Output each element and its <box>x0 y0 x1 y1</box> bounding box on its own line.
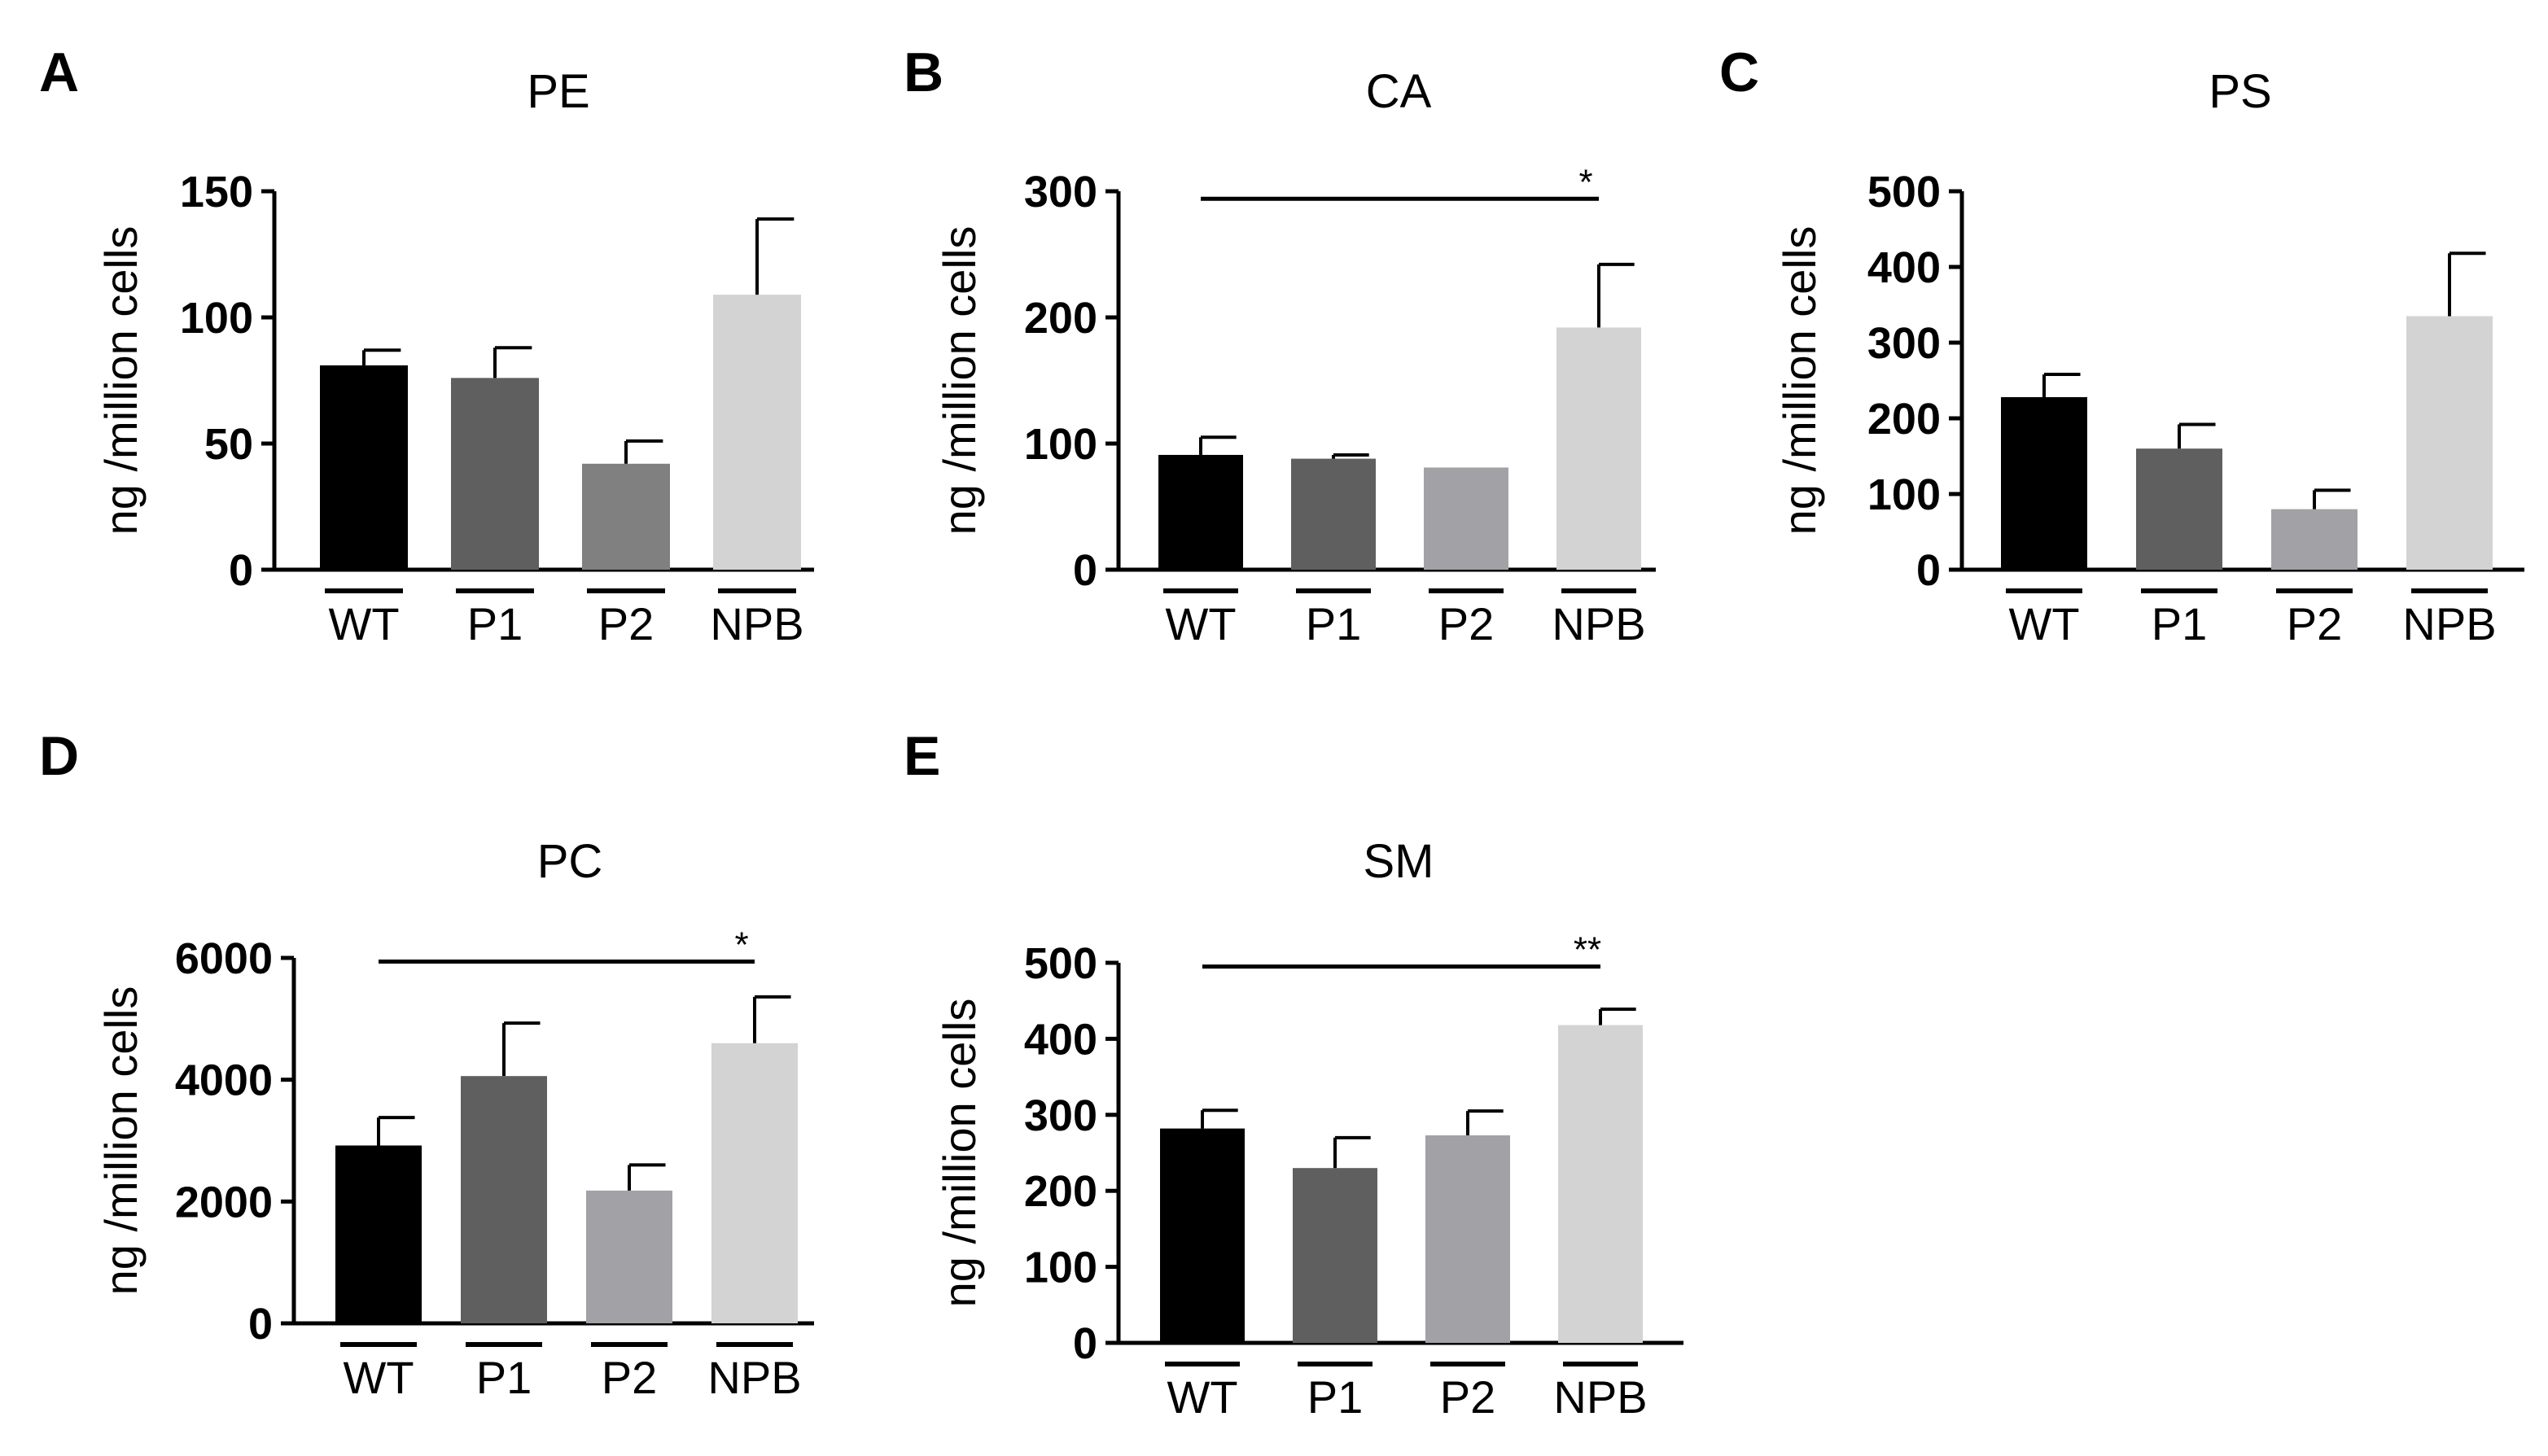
chart-panel-c: C PS ng /million cells 0 100 200 300 400 500 WT P1… <box>1719 42 2524 649</box>
x-tick-label: P1 <box>2152 598 2208 649</box>
chart-panel-e: E SM ng /million cells 0 100 200 300 400 500 WT P1… <box>904 725 1683 1423</box>
y-tick-label: 0 <box>229 546 253 595</box>
y-tick-label: 0 <box>1916 546 1941 595</box>
y-tick-label: 500 <box>1024 939 1097 988</box>
significance-label: * <box>1578 162 1592 202</box>
bar <box>1424 467 1508 570</box>
y-tick-label: 400 <box>1867 243 1941 292</box>
x-tick-label: NPB <box>1553 1371 1647 1423</box>
y-tick-label: 300 <box>1024 168 1097 216</box>
panel-letter: B <box>904 42 943 103</box>
y-axis-label: ng /million cells <box>1774 226 1825 536</box>
panel-letter: C <box>1719 42 1759 103</box>
bar <box>711 1043 798 1323</box>
chart-title: SM <box>1364 835 1434 888</box>
y-axis-label: ng /million cells <box>934 999 985 1308</box>
bar <box>1160 1128 1245 1343</box>
x-tick-label: P1 <box>476 1352 532 1403</box>
x-tick-label: P1 <box>1307 1371 1364 1423</box>
y-tick-label: 50 <box>204 420 253 469</box>
chart-title: CA <box>1366 65 1432 118</box>
y-tick-label: 100 <box>180 294 253 343</box>
y-tick-label: 200 <box>1024 294 1097 343</box>
panel-letter: D <box>39 725 79 787</box>
y-tick-label: 0 <box>1073 1319 1097 1368</box>
y-tick-label: 100 <box>1024 420 1097 469</box>
bar <box>1158 454 1243 570</box>
x-tick-label: NPB <box>710 598 803 649</box>
chart-title: PC <box>537 835 603 888</box>
y-tick-label: 2000 <box>175 1178 273 1226</box>
significance-label: ** <box>1574 930 1601 970</box>
bar <box>451 378 539 570</box>
bar <box>1556 327 1641 570</box>
x-tick-label: WT <box>1165 598 1236 649</box>
panel-letter: A <box>39 42 79 103</box>
bar <box>2271 509 2358 570</box>
y-tick-label: 4000 <box>175 1056 273 1105</box>
y-axis-label: ng /million cells <box>95 986 147 1296</box>
y-tick-label: 100 <box>1867 470 1941 519</box>
x-tick-label: NPB <box>707 1352 801 1403</box>
chart-panel-d: D PC ng /million cells 0 2000 4000 6000 WT P1 P2 N… <box>39 725 814 1403</box>
x-tick-label: P1 <box>1306 598 1362 649</box>
x-tick-label: WT <box>1167 1371 1237 1423</box>
x-tick-label: NPB <box>1552 598 1645 649</box>
bar <box>461 1076 547 1323</box>
y-tick-label: 300 <box>1867 319 1941 368</box>
y-tick-label: 0 <box>248 1300 273 1349</box>
y-tick-label: 100 <box>1024 1244 1097 1292</box>
bar <box>2406 316 2493 570</box>
y-tick-label: 500 <box>1867 168 1941 216</box>
y-tick-label: 200 <box>1024 1167 1097 1216</box>
chart-panel-a: A PE ng /million cells 0 50 100 150 WT P1 P2 NPB <box>39 42 814 649</box>
x-tick-label: P2 <box>1438 598 1495 649</box>
x-tick-label: P2 <box>1440 1371 1496 1423</box>
y-tick-label: 300 <box>1024 1091 1097 1140</box>
y-axis-label: ng /million cells <box>95 226 147 536</box>
bar <box>320 365 408 570</box>
y-tick-label: 0 <box>1073 546 1097 595</box>
bar <box>582 463 670 570</box>
y-tick-label: 150 <box>180 168 253 216</box>
significance-label: * <box>734 925 748 964</box>
bar <box>586 1190 672 1323</box>
bar <box>1293 1168 1377 1343</box>
chart-title: PE <box>527 65 589 118</box>
x-tick-label: P2 <box>602 1352 658 1403</box>
bar <box>2136 448 2222 570</box>
bar <box>1425 1135 1510 1343</box>
bar <box>335 1145 422 1323</box>
y-tick-label: 400 <box>1024 1015 1097 1064</box>
x-tick-label: P1 <box>467 598 523 649</box>
y-tick-label: 6000 <box>175 934 273 983</box>
x-tick-label: P2 <box>2287 598 2343 649</box>
bar <box>2001 396 2087 570</box>
chart-panel-b: B CA ng /million cells 0 100 200 300 WT P1 P2 NPB * <box>904 42 1656 649</box>
bar <box>1558 1025 1643 1343</box>
bar <box>1291 458 1376 570</box>
x-tick-label: WT <box>2008 598 2079 649</box>
chart-title: PS <box>2209 65 2271 118</box>
x-tick-label: NPB <box>2402 598 2496 649</box>
panel-letter: E <box>904 725 940 787</box>
x-tick-label: WT <box>328 598 399 649</box>
x-tick-label: P2 <box>598 598 655 649</box>
x-tick-label: WT <box>343 1352 414 1403</box>
y-axis-label: ng /million cells <box>934 226 985 536</box>
y-tick-label: 200 <box>1867 395 1941 444</box>
bar <box>713 295 801 570</box>
